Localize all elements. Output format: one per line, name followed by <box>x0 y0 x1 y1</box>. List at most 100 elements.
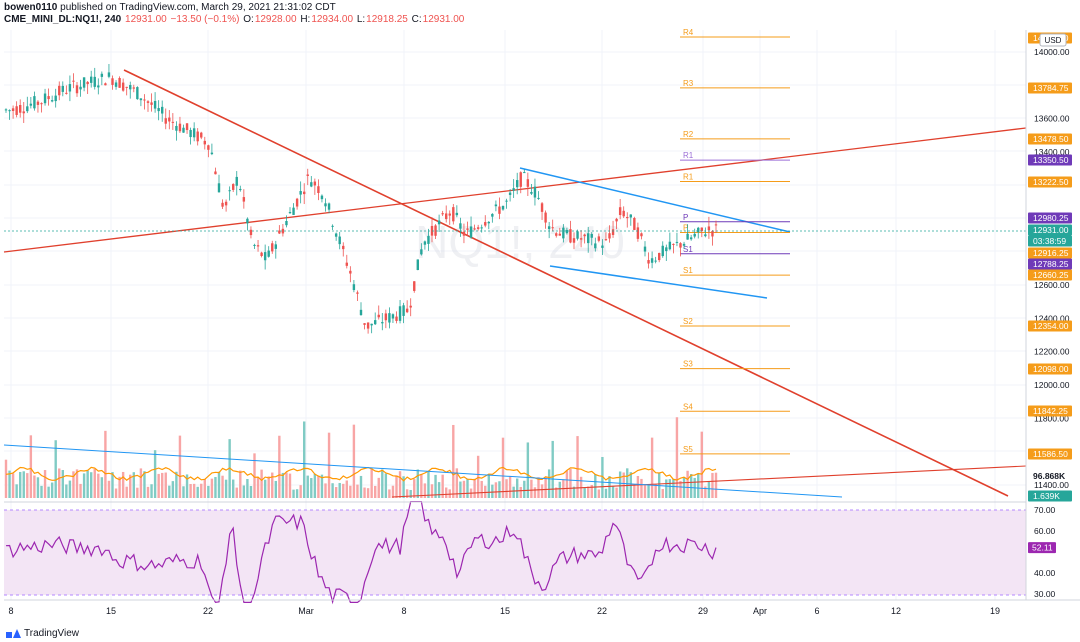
volume-bar <box>711 472 714 498</box>
candle-body <box>626 216 629 219</box>
open-value: 12928.00 <box>254 14 297 25</box>
volume-bar <box>462 480 466 498</box>
volume-bar <box>189 484 192 498</box>
candle-body <box>278 230 281 234</box>
volume-bar <box>221 475 224 498</box>
candle-body <box>86 81 89 85</box>
candle-body <box>153 100 157 109</box>
candle-body <box>310 182 313 187</box>
volume-bar <box>43 470 47 498</box>
trendline-falling[interactable] <box>123 69 1009 497</box>
volume-bar <box>508 476 512 498</box>
volume-bar <box>583 488 586 498</box>
price-tag-label: 11842.25 <box>1033 406 1068 416</box>
publish-line: bowen0110 published on TradingView.com, … <box>4 2 465 14</box>
currency-badge[interactable] <box>1039 33 1067 47</box>
volume-bar <box>505 479 508 498</box>
volume-bar <box>256 477 260 498</box>
volume-bar <box>402 476 405 498</box>
candle-body <box>26 106 29 112</box>
volume-bar <box>491 484 494 498</box>
trendline-volume-red[interactable] <box>391 465 1027 498</box>
volume-bar <box>398 471 402 498</box>
volume-bar <box>359 475 363 498</box>
candle-body <box>572 238 576 243</box>
volume-bar <box>313 473 317 498</box>
candle-body <box>271 243 274 252</box>
candle-body <box>576 231 579 239</box>
time-axis-label: Mar <box>298 606 314 616</box>
candle-body <box>714 224 718 226</box>
candle-body <box>253 244 256 246</box>
time-axis-label: Apr <box>753 606 767 616</box>
pivot-label-r1: R1 <box>683 151 694 160</box>
volume-bar <box>611 486 615 498</box>
volume-bar <box>647 484 650 498</box>
candle-body <box>636 227 640 239</box>
volume-bar <box>11 473 15 498</box>
volume-bar <box>523 480 526 498</box>
volume-bar <box>150 484 153 498</box>
candle-body <box>608 233 611 239</box>
volume-bar <box>345 480 348 498</box>
volume-bar <box>253 453 256 498</box>
volume-bar <box>278 435 281 498</box>
rsi-axis[interactable]: 70.00 60.00 40.00 30.00 52.11 <box>1028 505 1056 599</box>
candle-body <box>402 305 405 316</box>
trendline-volume-blue[interactable] <box>3 444 843 498</box>
volume-bar <box>192 483 196 498</box>
candle-body <box>437 220 441 225</box>
volume-bar <box>594 474 597 498</box>
volume-bar <box>260 469 263 498</box>
candle-body <box>487 221 490 224</box>
candle-body <box>189 129 192 138</box>
price-tag <box>1028 247 1072 259</box>
channel-lower[interactable] <box>549 265 768 299</box>
footer-brand[interactable]: TradingView <box>6 628 79 639</box>
volume-bar <box>366 488 370 498</box>
pivot-label-s4: S4 <box>683 402 693 411</box>
candle-body <box>459 223 462 229</box>
volume-bar <box>292 489 295 498</box>
volume-bar <box>452 424 455 498</box>
volume-bar <box>317 475 320 498</box>
rsi-axis-label: 40.00 <box>1034 568 1056 578</box>
candle-body <box>342 245 345 250</box>
time-axis[interactable]: 8 15 22 Mar 8 15 22 29 Apr 6 12 19 <box>8 606 1000 616</box>
price-tag <box>1028 258 1072 270</box>
trendline-rising[interactable] <box>3 127 1027 253</box>
volume-bar <box>650 437 654 498</box>
candle-body <box>679 243 682 248</box>
price-tag <box>1028 320 1072 332</box>
candle-body <box>544 212 547 223</box>
volume-bar <box>139 468 143 498</box>
volume-bar <box>47 486 50 498</box>
candle-body <box>54 95 57 102</box>
symbol-name[interactable]: CME_MINI_DL:NQ1!, 240 <box>4 14 122 25</box>
candle-body <box>331 225 334 227</box>
candle-body <box>210 152 214 155</box>
candle-body <box>466 228 469 230</box>
candle-body <box>650 258 654 263</box>
volume-bar <box>427 471 430 498</box>
candle-body <box>388 313 391 323</box>
author-name[interactable]: bowen0110 <box>4 2 58 13</box>
volume-bar <box>203 479 206 498</box>
pivot-label-s2: S2 <box>683 317 693 326</box>
candle-body <box>579 238 583 240</box>
price-tag <box>1028 224 1072 236</box>
volume-bar <box>90 472 93 498</box>
pivot-label-s1: S1 <box>683 266 693 275</box>
candle-body <box>562 227 565 239</box>
volume-bar <box>608 476 611 498</box>
candle-body <box>516 180 519 188</box>
volume-bar <box>295 489 299 498</box>
volume-bar <box>420 473 423 498</box>
candle-body <box>104 83 107 86</box>
rsi-axis-label: 70.00 <box>1034 505 1056 515</box>
candle-body <box>359 309 363 316</box>
volume-bar <box>334 487 338 498</box>
volume-bar <box>565 470 569 498</box>
candlesticks <box>4 63 718 334</box>
